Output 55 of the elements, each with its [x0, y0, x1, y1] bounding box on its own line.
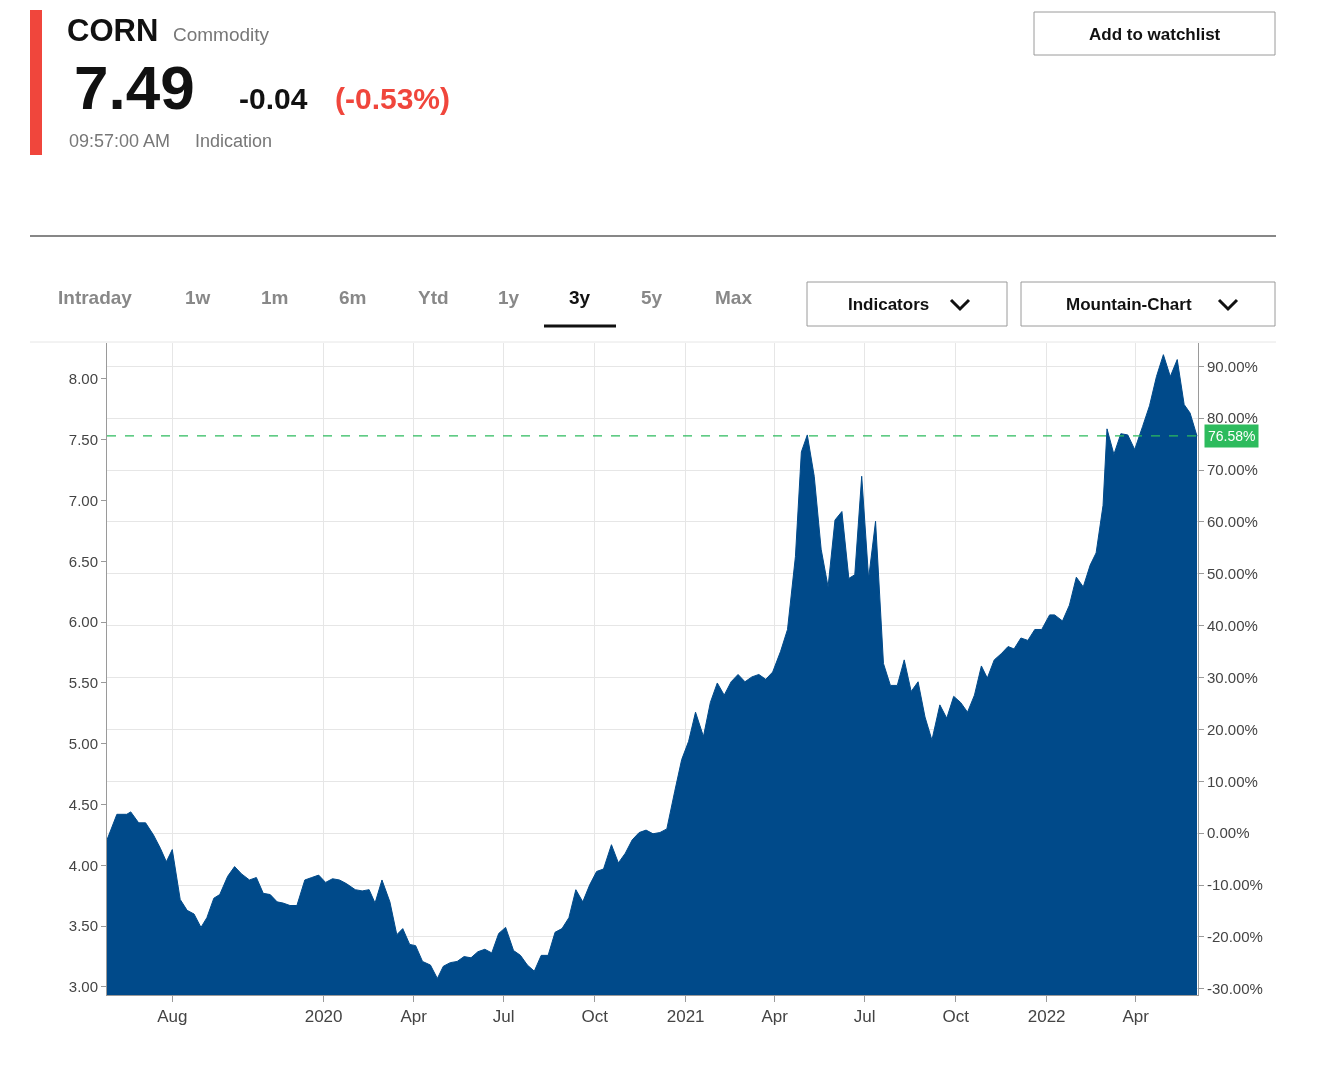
y2-tick-label: 90.00% — [1207, 357, 1258, 375]
text: Mountain-Chart — [1066, 295, 1192, 314]
y-tick-label: 7.50 — [68, 431, 98, 449]
y2-tick-label: 40.00% — [1207, 616, 1258, 634]
text: 5y — [641, 287, 663, 308]
y2-tick-label: -10.00% — [1207, 876, 1263, 894]
y-tick-label: 4.50 — [68, 795, 98, 813]
y-tick-label: 5.00 — [68, 735, 98, 753]
y2-tick-label: 70.00% — [1207, 461, 1258, 479]
chart-title: CORN — [67, 12, 159, 48]
y2-tick-label: 0.00% — [1207, 824, 1250, 842]
y2-tick-label: 80.00% — [1207, 409, 1258, 427]
text: 09:57:00 AM — [69, 131, 171, 151]
text: (-0.53%) — [335, 82, 451, 115]
y-tick-label: 6.00 — [68, 613, 98, 631]
y2-tick-label: 30.00% — [1207, 668, 1258, 686]
text: Intraday — [58, 287, 133, 308]
x-tick-label: Apr — [1122, 1007, 1150, 1027]
text: Add to watchlist — [1089, 25, 1221, 44]
y-tick-label: 4.00 — [68, 856, 98, 874]
y2-tick-label: -20.00% — [1207, 928, 1263, 946]
y-tick-label: 3.50 — [68, 917, 98, 935]
y2-tick-label: 20.00% — [1207, 720, 1258, 738]
y2-tick-label: -30.00% — [1207, 980, 1263, 998]
x-tick-label: Apr — [761, 1007, 789, 1027]
text: 1w — [185, 287, 211, 308]
y-tick-label: 6.50 — [68, 552, 98, 570]
y2-tick-label: 10.00% — [1207, 772, 1258, 790]
y-tick-label: 3.00 — [68, 978, 98, 996]
y-tick-label: 7.00 — [68, 491, 98, 509]
text: Indicators — [848, 295, 930, 314]
text: 1y — [498, 287, 520, 308]
x-tick-label: 2021 — [666, 1007, 705, 1027]
y2-tick-label: 60.00% — [1207, 513, 1258, 531]
text: Max — [715, 287, 753, 308]
text: 7.49 — [74, 53, 195, 122]
y2-tick-label: 50.00% — [1207, 565, 1258, 583]
text: 6m — [339, 287, 367, 308]
text: 3y — [569, 287, 591, 308]
text: Ytd — [418, 287, 449, 308]
text: Indication — [195, 131, 273, 151]
x-tick-label: Apr — [400, 1007, 428, 1027]
text: -0.04 — [239, 82, 308, 115]
chart-subtitle: Commodity — [173, 24, 270, 45]
y-tick-label: 5.50 — [68, 674, 98, 692]
x-tick-label: Jul — [853, 1007, 876, 1027]
x-tick-label: Oct — [942, 1007, 970, 1027]
y-tick-label: 8.00 — [68, 370, 98, 388]
x-tick-label: Oct — [581, 1007, 609, 1027]
ref-line-label: 76.58% — [1208, 428, 1256, 444]
x-tick-label: Jul — [492, 1007, 515, 1027]
x-tick-label: 2020 — [304, 1007, 343, 1027]
x-tick-label: 2022 — [1027, 1007, 1066, 1027]
x-tick-label: Aug — [157, 1007, 188, 1027]
text: 1m — [261, 287, 289, 308]
